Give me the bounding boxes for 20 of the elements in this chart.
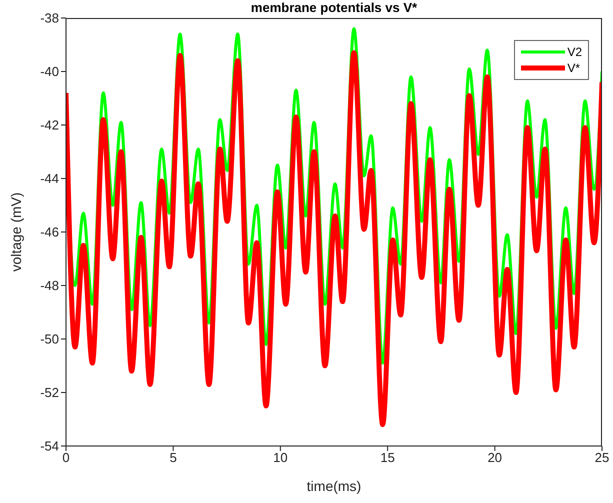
y-tick-label: -50 [40, 332, 59, 347]
y-axis-title: voltage (mV) [8, 192, 24, 272]
y-tick-label: -44 [40, 171, 59, 186]
y-tick-label: -54 [40, 438, 59, 454]
chart-title: membrane potentials vs V* [250, 0, 418, 16]
x-tick-label: 15 [380, 450, 395, 466]
y-tick-label: -42 [40, 118, 59, 133]
x-tick-label: 25 [594, 450, 610, 466]
legend-label: V2 [567, 45, 582, 59]
y-tick-label: -52 [40, 385, 59, 400]
x-axis-title: time(ms) [306, 478, 362, 494]
x-tick-label: 10 [273, 450, 288, 466]
y-tick-label: -38 [40, 10, 59, 26]
x-tick-label: 5 [170, 450, 177, 466]
legend-label: V* [567, 61, 580, 75]
y-tick-label: -40 [40, 64, 59, 80]
x-tick-label: 20 [488, 450, 502, 466]
x-tick-label: 0 [62, 450, 70, 466]
y-tick-label: -46 [40, 224, 59, 240]
y-tick-label: -48 [40, 278, 59, 294]
